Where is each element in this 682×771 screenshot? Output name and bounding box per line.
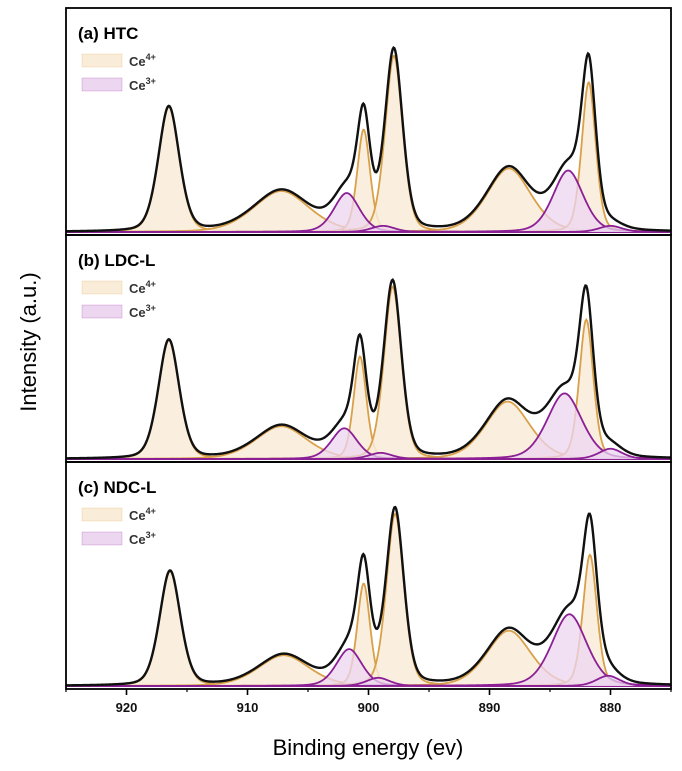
- ce3-peak-fill-2: [66, 677, 671, 686]
- legend-label-ce3: Ce3+: [129, 76, 156, 93]
- x-tick-label-2: 910: [237, 700, 259, 715]
- ce3-peak-fill-1: [66, 193, 671, 232]
- legend-swatch-ce3: [81, 304, 123, 319]
- x-tick-label-3: 900: [358, 700, 380, 715]
- ce3-peak-fill-2: [66, 225, 671, 232]
- legend-label-ce3: Ce3+: [129, 530, 156, 547]
- ce4-peak-fill-5: [66, 401, 671, 459]
- x-tick-label-4: 890: [479, 700, 501, 715]
- panel-plot-area: [66, 45, 671, 233]
- ce4-peak-fill-3: [66, 356, 671, 459]
- panel-title: (b) LDC-L: [78, 251, 155, 270]
- ce3-peak-line-4: [66, 447, 671, 460]
- panel-plot-area: [66, 505, 671, 687]
- legend-label-ce4: Ce4+: [129, 279, 156, 296]
- panel-plot-area: [66, 278, 671, 460]
- ce4-peak-fill-3: [66, 583, 671, 686]
- envelope-curve: [66, 278, 671, 460]
- legend-swatch-ce4: [81, 507, 123, 522]
- legend-swatch-ce3: [81, 77, 123, 92]
- ce4-peak-fill-3: [66, 129, 671, 232]
- panel-2: (b) LDC-L Ce4+ Ce3+: [65, 234, 672, 463]
- y-axis-title: Intensity (a.u.): [16, 272, 41, 411]
- legend-swatch-ce4: [81, 53, 123, 68]
- x-tick-label-5: 880: [600, 700, 622, 715]
- panel-1: (a) HTC Ce4+ Ce3+: [65, 7, 672, 236]
- legend-label-ce3: Ce3+: [129, 303, 156, 320]
- ce3-peak-line-4: [66, 224, 671, 233]
- ce4-peak-fill-5: [66, 168, 671, 232]
- envelope-curve: [66, 505, 671, 687]
- legend-swatch-ce3: [81, 531, 123, 546]
- panel-3: (c) NDC-L Ce4+ Ce3+: [65, 461, 672, 690]
- ce3-peak-fill-4: [66, 448, 671, 459]
- x-tick-label-1: 920: [116, 700, 138, 715]
- ce3-peak-fill-1: [66, 649, 671, 686]
- x-axis-title: Binding energy (ev): [273, 735, 464, 760]
- envelope-curve: [66, 45, 671, 233]
- ce4-peak-fill-5: [66, 630, 671, 686]
- panel-title: (a) HTC: [78, 24, 138, 43]
- legend-swatch-ce4: [81, 280, 123, 295]
- x-axis: 920 910 900 890 880: [65, 689, 672, 715]
- legend-label-ce4: Ce4+: [129, 52, 156, 69]
- ce3-peak-line-4: [66, 674, 671, 687]
- panel-title: (c) NDC-L: [78, 478, 156, 497]
- legend-label-ce4: Ce4+: [129, 506, 156, 523]
- ce3-peak-fill-3: [66, 393, 671, 459]
